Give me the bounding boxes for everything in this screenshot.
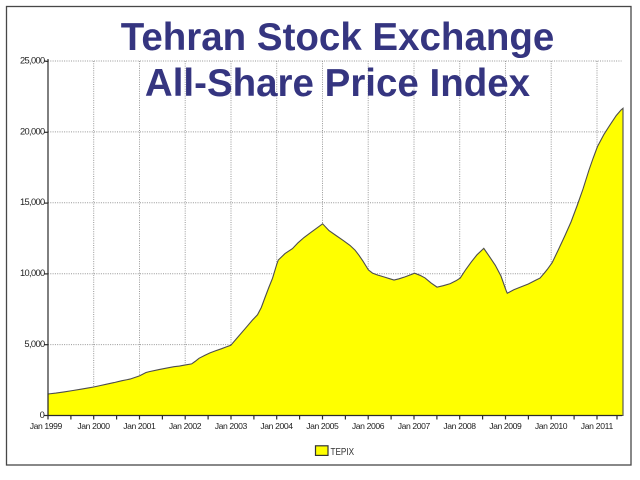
svg-text:25,000: 25,000 xyxy=(20,55,45,65)
svg-text:20,000: 20,000 xyxy=(20,126,45,136)
svg-text:Jan 2001: Jan 2001 xyxy=(123,421,156,431)
svg-text:Jan 2007: Jan 2007 xyxy=(398,421,431,431)
svg-text:Jan 2011: Jan 2011 xyxy=(581,421,614,431)
svg-text:0: 0 xyxy=(40,410,45,420)
svg-text:All-Share Price Index: All-Share Price Index xyxy=(145,62,531,105)
svg-text:Jan 2006: Jan 2006 xyxy=(352,421,385,431)
svg-text:Jan 2009: Jan 2009 xyxy=(489,421,522,431)
svg-text:Jan 2010: Jan 2010 xyxy=(535,421,568,431)
svg-text:Jan 2003: Jan 2003 xyxy=(215,421,248,431)
svg-text:10,000: 10,000 xyxy=(20,268,45,278)
svg-text:Jan 1999: Jan 1999 xyxy=(30,421,63,431)
svg-text:15,000: 15,000 xyxy=(20,197,45,207)
svg-text:Jan 2005: Jan 2005 xyxy=(306,421,339,431)
svg-text:TEPIX: TEPIX xyxy=(331,447,355,458)
svg-text:Jan 2002: Jan 2002 xyxy=(169,421,202,431)
svg-text:Jan 2000: Jan 2000 xyxy=(77,421,110,431)
svg-text:Jan 2008: Jan 2008 xyxy=(443,421,476,431)
svg-text:Jan 2004: Jan 2004 xyxy=(260,421,293,431)
svg-text:5,000: 5,000 xyxy=(24,339,45,349)
svg-text:Tehran Stock Exchange: Tehran Stock Exchange xyxy=(121,16,555,59)
